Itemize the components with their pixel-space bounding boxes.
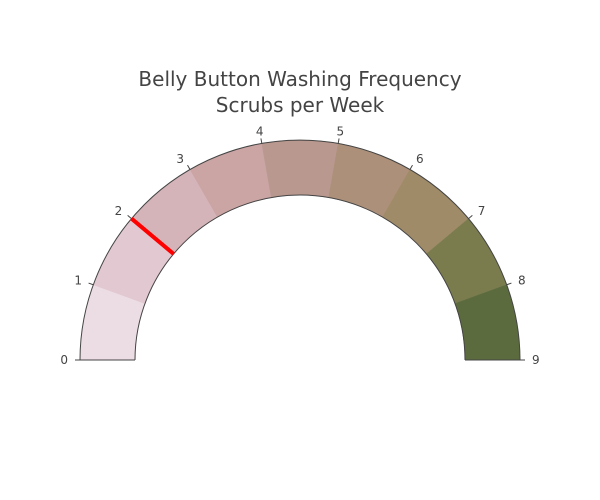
gauge-tick-label-8: 8 — [518, 274, 526, 288]
gauge-value-needle — [130, 217, 175, 256]
gauge-tick-label-4: 4 — [256, 125, 264, 139]
gauge-tick-label-1: 1 — [74, 274, 82, 288]
gauge-tick-label-3: 3 — [176, 152, 184, 166]
gauge-tick-8 — [506, 282, 512, 286]
gauge-tick-6 — [409, 164, 413, 170]
gauge-tick-label-9: 9 — [532, 353, 540, 367]
gauge-tick-3 — [187, 164, 191, 170]
gauge-tick-4 — [260, 138, 263, 144]
gauge-tick-5 — [337, 138, 340, 144]
gauge-tick-2 — [127, 214, 132, 219]
gauge-tick-1 — [88, 282, 94, 286]
gauge-tick-label-7: 7 — [478, 204, 486, 218]
gauge-tick-7 — [468, 214, 473, 219]
gauge-tick-label-2: 2 — [115, 204, 123, 218]
gauge-tick-label-6: 6 — [416, 152, 424, 166]
gauge-inner-border — [134, 194, 466, 361]
chart-subtitle: Scrubs per Week — [215, 93, 385, 117]
gauge-step-4 — [261, 139, 339, 198]
gauge-outer-border — [79, 139, 521, 361]
chart-title: Belly Button Washing Frequency — [138, 67, 462, 91]
gauge-tick-label-5: 5 — [336, 125, 344, 139]
gauge-tick-label-0: 0 — [60, 353, 68, 367]
